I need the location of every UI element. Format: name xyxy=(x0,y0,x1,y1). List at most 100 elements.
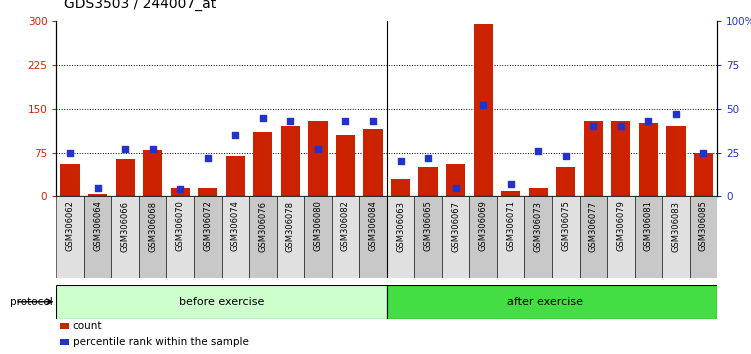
Text: GSM306076: GSM306076 xyxy=(258,200,267,252)
Bar xyxy=(222,196,249,278)
Bar xyxy=(253,132,273,196)
Bar xyxy=(391,179,410,196)
Bar xyxy=(501,190,520,196)
Text: after exercise: after exercise xyxy=(507,297,583,307)
Bar xyxy=(469,196,497,278)
Bar xyxy=(249,196,276,278)
Point xyxy=(257,115,269,120)
Point xyxy=(505,181,517,187)
Bar xyxy=(474,24,493,196)
Text: count: count xyxy=(73,321,102,331)
Bar xyxy=(167,196,194,278)
Bar xyxy=(304,196,332,278)
Text: GSM306078: GSM306078 xyxy=(286,200,295,252)
Bar xyxy=(497,196,524,278)
Text: GSM306082: GSM306082 xyxy=(341,200,350,251)
Text: percentile rank within the sample: percentile rank within the sample xyxy=(73,337,249,347)
Text: GSM306065: GSM306065 xyxy=(424,200,433,251)
Text: GSM306077: GSM306077 xyxy=(589,200,598,252)
Text: protocol: protocol xyxy=(10,297,53,307)
Bar xyxy=(332,196,359,278)
Bar xyxy=(363,129,383,196)
Bar xyxy=(194,196,222,278)
Text: GSM306073: GSM306073 xyxy=(534,200,543,252)
Bar xyxy=(584,120,603,196)
Point xyxy=(119,146,131,152)
Bar xyxy=(607,196,635,278)
Point xyxy=(64,150,76,155)
Bar xyxy=(529,188,547,196)
Point xyxy=(229,132,241,138)
Bar xyxy=(415,196,442,278)
Text: GSM306063: GSM306063 xyxy=(396,200,405,252)
Bar xyxy=(689,196,717,278)
Bar xyxy=(387,285,717,319)
Text: GSM306068: GSM306068 xyxy=(148,200,157,252)
Bar xyxy=(638,124,658,196)
Point xyxy=(174,187,186,192)
Bar xyxy=(666,126,686,196)
Bar xyxy=(84,196,111,278)
Point xyxy=(422,155,434,161)
Point xyxy=(698,150,710,155)
Bar xyxy=(580,196,607,278)
Point xyxy=(146,146,158,152)
Bar xyxy=(387,196,415,278)
Text: GSM306079: GSM306079 xyxy=(617,200,626,251)
Bar xyxy=(111,196,139,278)
Bar xyxy=(308,120,327,196)
Text: GSM306067: GSM306067 xyxy=(451,200,460,252)
Text: GSM306062: GSM306062 xyxy=(65,200,74,251)
Bar xyxy=(281,126,300,196)
Bar xyxy=(442,196,469,278)
Text: GSM306081: GSM306081 xyxy=(644,200,653,251)
Bar xyxy=(56,196,84,278)
Text: GSM306085: GSM306085 xyxy=(699,200,708,251)
Bar xyxy=(662,196,689,278)
Bar xyxy=(276,196,304,278)
Text: GSM306072: GSM306072 xyxy=(204,200,213,251)
Bar xyxy=(56,285,387,319)
Bar xyxy=(139,196,167,278)
Point xyxy=(367,118,379,124)
Bar xyxy=(88,194,107,196)
Point xyxy=(587,124,599,129)
Point xyxy=(202,155,214,161)
Bar xyxy=(694,153,713,196)
Bar xyxy=(60,164,80,196)
Text: before exercise: before exercise xyxy=(179,297,264,307)
Point xyxy=(92,185,104,190)
Bar xyxy=(635,196,662,278)
Bar xyxy=(225,156,245,196)
Text: GSM306064: GSM306064 xyxy=(93,200,102,251)
Bar xyxy=(446,164,465,196)
Text: GSM306080: GSM306080 xyxy=(313,200,322,251)
Point xyxy=(532,148,544,154)
Text: GDS3503 / 244007_at: GDS3503 / 244007_at xyxy=(64,0,216,11)
Text: GSM306084: GSM306084 xyxy=(369,200,378,251)
Text: GSM306070: GSM306070 xyxy=(176,200,185,251)
Bar xyxy=(556,167,575,196)
Text: GSM306069: GSM306069 xyxy=(478,200,487,251)
Bar xyxy=(198,188,218,196)
Text: GSM306075: GSM306075 xyxy=(561,200,570,251)
Point xyxy=(615,124,627,129)
Bar xyxy=(143,150,162,196)
Point xyxy=(477,103,489,108)
Point xyxy=(559,153,572,159)
Point xyxy=(339,118,351,124)
Point xyxy=(285,118,297,124)
Text: GSM306066: GSM306066 xyxy=(121,200,130,252)
Text: GSM306071: GSM306071 xyxy=(506,200,515,251)
Bar xyxy=(359,196,387,278)
Bar xyxy=(524,196,552,278)
Bar xyxy=(418,167,438,196)
Point xyxy=(394,159,406,164)
Bar xyxy=(336,135,355,196)
Point xyxy=(312,146,324,152)
Bar xyxy=(116,159,135,196)
Bar xyxy=(552,196,580,278)
Point xyxy=(450,185,462,190)
Text: GSM306074: GSM306074 xyxy=(231,200,240,251)
Bar xyxy=(170,188,190,196)
